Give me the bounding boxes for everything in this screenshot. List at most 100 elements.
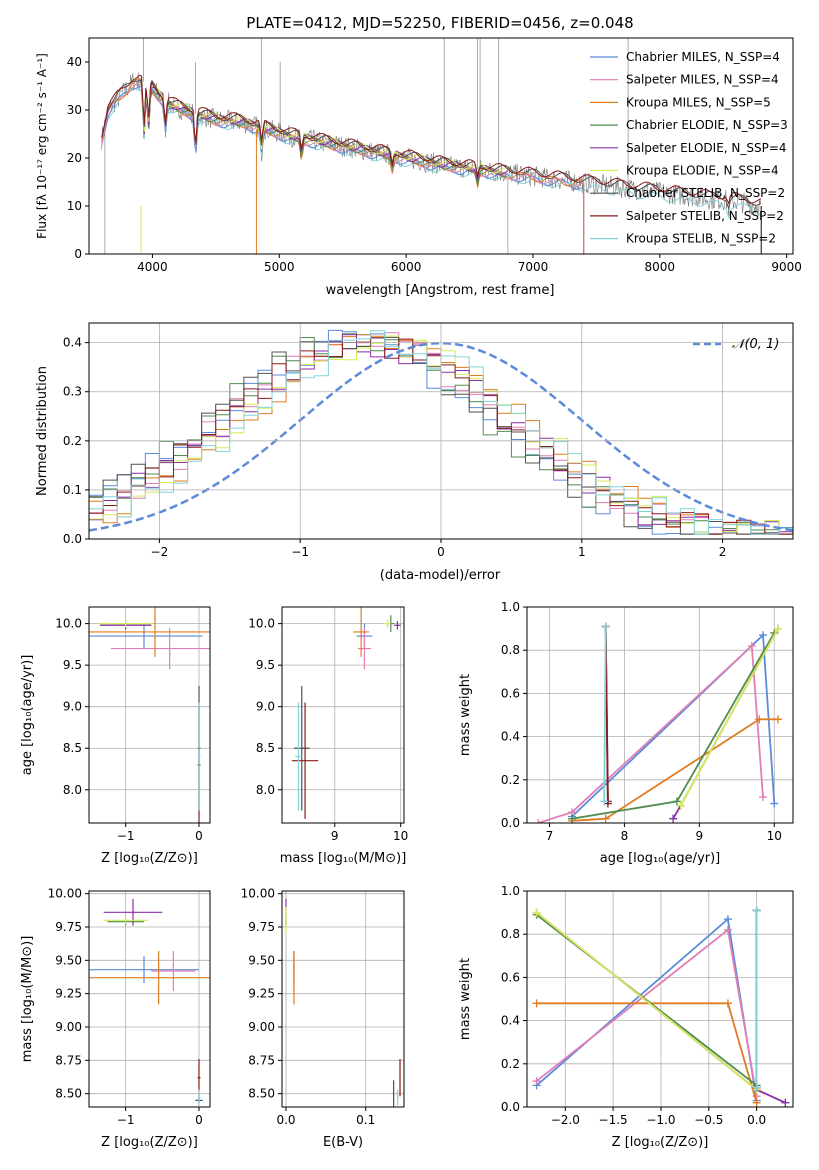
weight-marker-kroupa_elodie	[532, 908, 541, 917]
x-axis-label: mass [log₁₀(M/M⊙)]	[280, 851, 407, 866]
weight-line-kroupa_miles	[571, 718, 778, 822]
y-tick-label: 8.75	[55, 1053, 82, 1067]
model-spectrum-salpeter_elodie	[139, 81, 507, 181]
y-tick-label: 8.50	[55, 1087, 82, 1101]
x-tick-label: 4000	[137, 260, 168, 274]
x-tick-label: 1	[578, 545, 586, 559]
axes-frame	[88, 322, 794, 540]
plot-area	[532, 906, 790, 1107]
weight-line-salpeter_miles	[537, 643, 764, 823]
y-tick-label: 10.0	[248, 617, 275, 631]
spectrum-panel: PLATE=0412, MJD=52250, FIBERID=0456, z=0…	[35, 14, 802, 298]
spectrum-title: PLATE=0412, MJD=52250, FIBERID=0456, z=0…	[246, 14, 633, 32]
legend-label-kroupa_elodie: Kroupa ELODIE, N_SSP=4	[626, 164, 779, 178]
age-vs-mass-panel: 9 10 8.0 8.5 9.0 9.5 10.0 mass [log₁₀(M/M⊙)]	[248, 606, 408, 866]
y-tick-label: 10.00	[48, 887, 82, 901]
y-axis-label: age [log₁₀(age/yr)]	[20, 655, 35, 776]
legend-label-chabrier_stelib: Chabrier STELIB, N_SSP=2	[626, 186, 785, 200]
plot-area	[291, 607, 401, 819]
y-tick-label: 0.0	[63, 532, 82, 546]
x-tick-label: 0.0	[747, 1113, 766, 1127]
y-tick-label: 8.0	[63, 783, 82, 797]
x-tick-label: 2	[719, 545, 727, 559]
y-tick-label: 10.00	[241, 887, 275, 901]
weight-marker-chabrier_miles	[759, 631, 768, 640]
y-tick-label: 0.8	[501, 643, 520, 657]
y-tick-label: 0.1	[63, 483, 82, 497]
spectrum-axes: 4000 5000 6000 7000 8000 9000 0 10 20 30 40	[67, 37, 802, 274]
legend-label-chabrier_elodie: Chabrier ELODIE, N_SSP=3	[626, 118, 788, 132]
y-tick-label: 8.0	[256, 783, 275, 797]
y-tick-label: 0.0	[501, 1100, 520, 1114]
y-tick-label: 9.50	[55, 953, 82, 967]
axes-frame	[526, 606, 794, 824]
x-tick-label: 8000	[645, 260, 676, 274]
y-tick-label: 9.75	[55, 920, 82, 934]
x-tick-label: −1	[117, 1113, 135, 1127]
weight-marker-chabrier_miles	[770, 799, 779, 808]
weight-line-chabrier_elodie	[571, 632, 776, 820]
x-tick-label: −2.0	[551, 1113, 580, 1127]
x-axis-label: Z [log₁₀(Z/Z⊙)]	[101, 1135, 198, 1150]
histogram-salpeter_stelib	[89, 337, 793, 535]
weight-marker-kroupa_miles	[601, 814, 610, 823]
x-tick-label: 7	[546, 829, 554, 843]
age-vs-metallicity-panel: −1 0 8.0 8.5 9.0 9.5 10.0 Z [log₁₀(Z/Z⊙)] age [l…	[20, 606, 211, 866]
weight-marker-salpeter_miles	[759, 793, 768, 802]
observed-spectrum	[101, 72, 762, 218]
x-tick-label: 9	[331, 829, 339, 843]
weight-marker-chabrier_elodie	[567, 814, 576, 823]
y-tick-label: 0.2	[501, 1057, 520, 1071]
mass-vs-metallicity-panel: −1 0 8.50 8.75 9.00 9.25 9.50 9.75 10.00 Z [log₁₀…	[20, 887, 211, 1150]
weight-marker-salpeter_miles	[723, 925, 732, 934]
legend-label-kroupa_miles: Kroupa MILES, N_SSP=5	[626, 95, 771, 109]
y-tick-label: 9.25	[55, 987, 82, 1001]
residual-xlabel: (data-model)/error	[380, 568, 501, 583]
y-tick-label: 0.2	[63, 434, 82, 448]
y-tick-label: 10.0	[55, 617, 82, 631]
model-spectrum-kroupa_miles	[101, 78, 583, 188]
residual-panel: −2 −1 0 1 2 0.0 0.1 0.2 0.3 0.4 (data-model)/erro…	[35, 322, 794, 583]
y-tick-label: 20	[67, 151, 82, 165]
weight-marker-kroupa_miles	[752, 1098, 761, 1107]
weight-marker-salpeter_elodie	[669, 814, 678, 823]
y-tick-label: 9.50	[248, 953, 275, 967]
weight-marker-kroupa_miles	[723, 999, 732, 1008]
y-tick-label: 0	[74, 247, 82, 261]
weight-line-kroupa_miles	[536, 1002, 758, 1103]
axes-frame	[526, 890, 794, 1108]
x-tick-label: 0	[437, 545, 445, 559]
y-tick-label: 0.6	[501, 686, 520, 700]
legend-label-salpeter_miles: Salpeter MILES, N_SSP=4	[626, 73, 779, 87]
x-tick-label: 8	[621, 829, 629, 843]
y-tick-label: 0.2	[501, 773, 520, 787]
y-tick-label: 9.25	[248, 987, 275, 1001]
x-tick-label: 5000	[264, 260, 295, 274]
spectrum-ylabel: Flux [fλ 10⁻¹⁷ erg cm⁻² s⁻¹ A⁻¹]	[35, 53, 49, 239]
x-tick-label: −1.5	[599, 1113, 628, 1127]
weight-marker-kroupa_stelib	[601, 622, 610, 631]
spectrum-frame	[88, 37, 794, 255]
y-tick-label: 8.5	[63, 741, 82, 755]
legend-label-salpeter_elodie: Salpeter ELODIE, N_SSP=4	[626, 141, 787, 155]
x-axis-label: Z [log₁₀(Z/Z⊙)]	[612, 1135, 709, 1150]
y-tick-label: 8.50	[248, 1087, 275, 1101]
y-axis-label: mass [log₁₀(M/M⊙)]	[20, 936, 35, 1063]
x-axis-label: age [log₁₀(age/yr)]	[600, 851, 721, 866]
weight-vs-age-panel: 7 8 9 10 0.0 0.2 0.4 0.6 0.8 1.0 age [log₁₀(age/yr…	[458, 600, 794, 866]
plot-area	[89, 899, 210, 1106]
y-tick-label: 8.5	[256, 741, 275, 755]
y-tick-label: 1.0	[501, 600, 520, 614]
y-axis-label: mass weight	[458, 958, 473, 1040]
y-tick-label: 0.6	[501, 970, 520, 984]
x-tick-label: 9000	[771, 260, 802, 274]
axes-frame	[88, 37, 794, 255]
residual-ylabel: Normed distribution	[35, 366, 50, 496]
x-tick-label: −1	[117, 829, 135, 843]
plot-area	[89, 607, 210, 823]
y-tick-label: 30	[67, 103, 82, 117]
x-tick-label: −1	[291, 545, 309, 559]
axes-frame	[88, 890, 211, 1108]
legend-label-chabrier_miles: Chabrier MILES, N_SSP=4	[626, 50, 780, 64]
